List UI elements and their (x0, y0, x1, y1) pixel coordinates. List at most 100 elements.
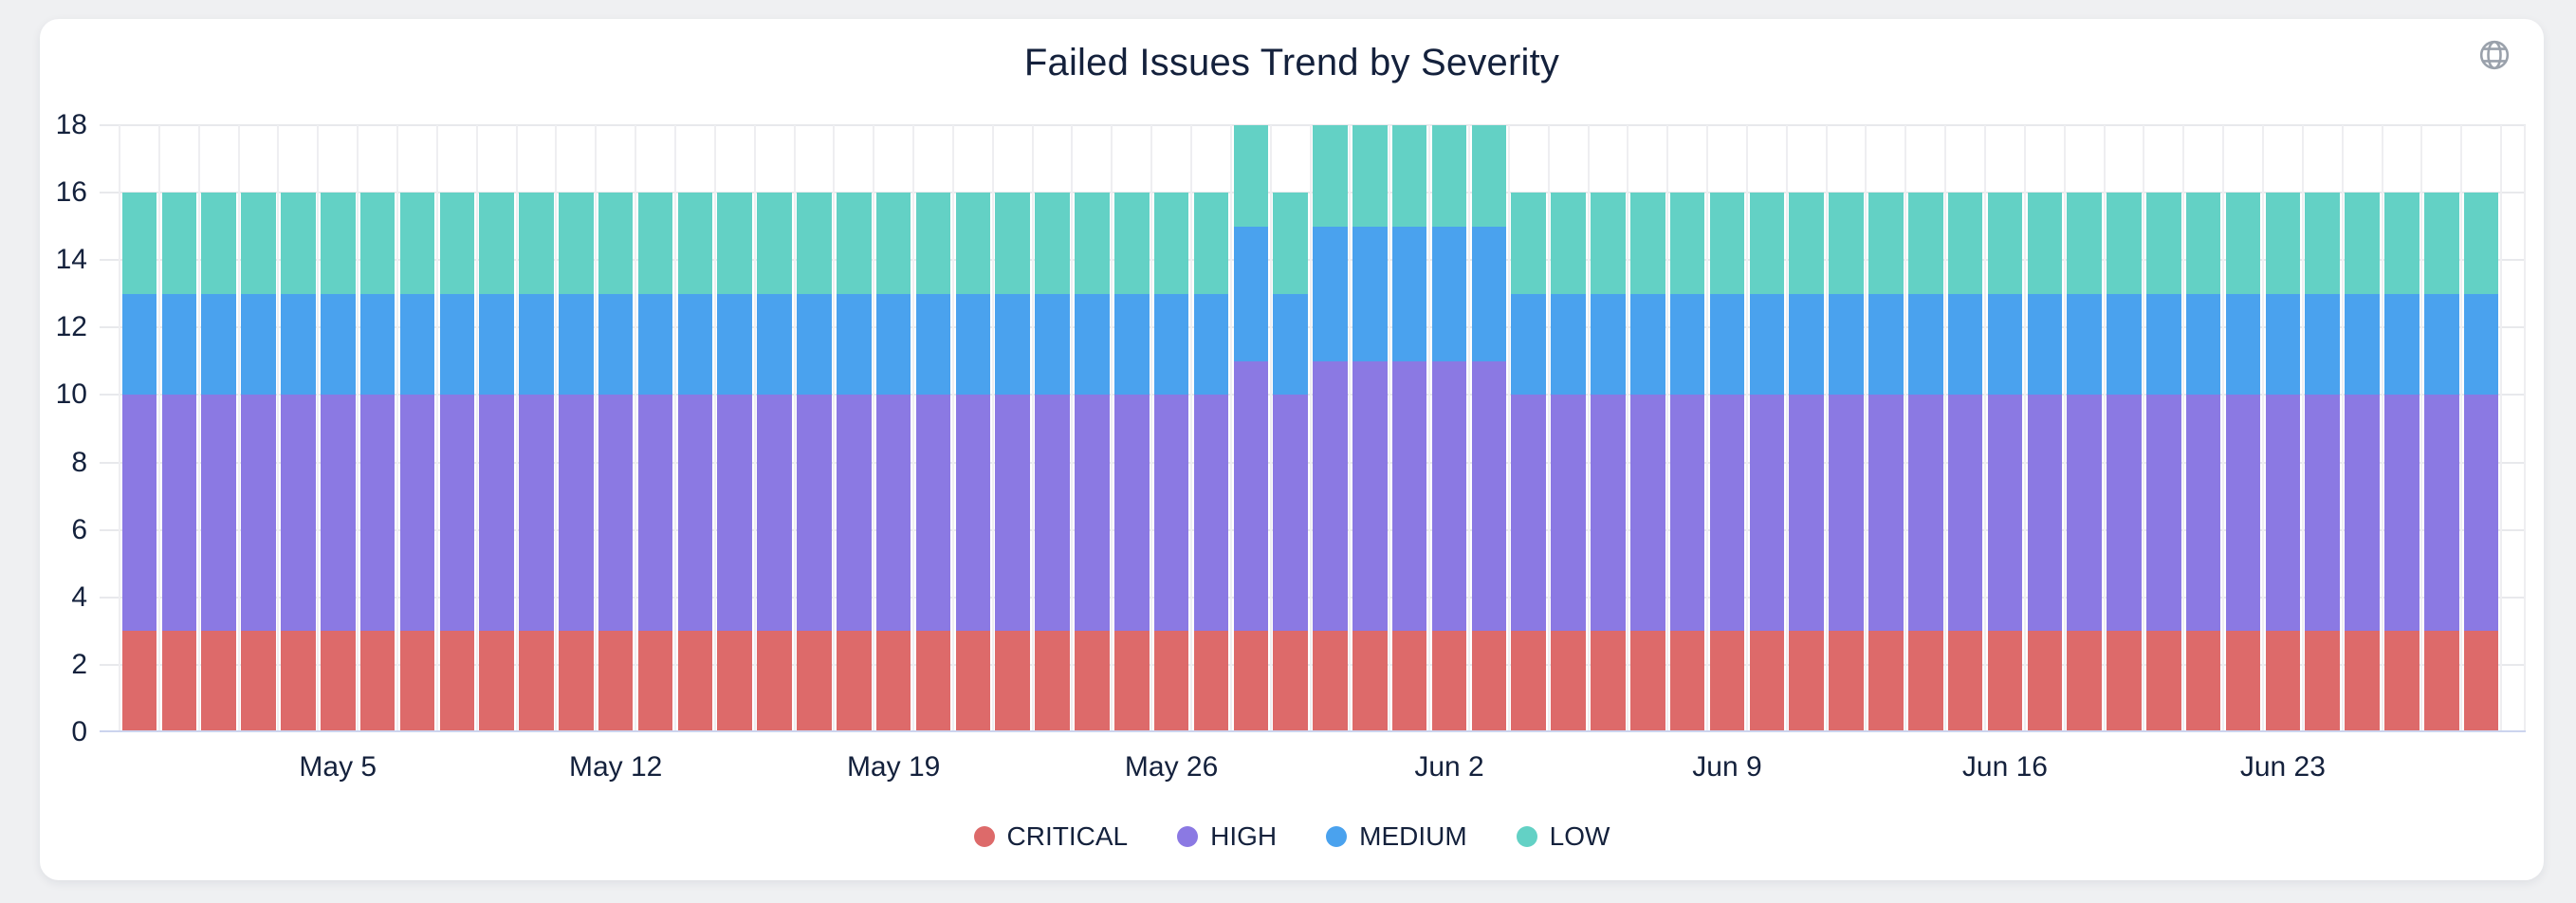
bar-segment-medium (1630, 293, 1665, 396)
bar[interactable] (2146, 193, 2181, 732)
y-axis-label: 14 (55, 244, 87, 276)
bar[interactable] (2265, 193, 2301, 732)
bar[interactable] (1431, 125, 1467, 732)
bar[interactable] (1511, 193, 1547, 732)
legend-item-critical[interactable]: CRITICAL (973, 821, 1128, 852)
bar[interactable] (837, 193, 872, 732)
bar-segment-critical (1829, 631, 1864, 732)
bar-segment-low (241, 193, 276, 294)
bar-segment-critical (1551, 631, 1586, 732)
bar[interactable] (2027, 193, 2063, 732)
bar[interactable] (1233, 125, 1269, 732)
vertical-gridline (1269, 125, 1272, 732)
bar[interactable] (1193, 193, 1229, 732)
x-axis-label: May 12 (568, 751, 663, 783)
bar-segment-critical (201, 631, 236, 732)
bar-segment-medium (201, 293, 236, 396)
bar[interactable] (1947, 193, 1983, 732)
bar[interactable] (359, 193, 396, 732)
bar[interactable] (717, 193, 753, 732)
bar[interactable] (2463, 193, 2499, 732)
bar[interactable] (2424, 193, 2459, 732)
bar[interactable] (1313, 125, 1348, 732)
bar[interactable] (320, 193, 356, 732)
bar[interactable] (1709, 193, 1745, 732)
bar-segment-high (2305, 395, 2341, 632)
bar[interactable] (479, 193, 514, 732)
bar-segment-critical (1987, 631, 2023, 732)
bar-segment-low (399, 193, 435, 294)
bar-segment-low (1947, 193, 1983, 294)
bar[interactable] (955, 193, 991, 732)
bar[interactable] (598, 193, 634, 732)
bar[interactable] (637, 193, 673, 732)
bar[interactable] (1907, 193, 1943, 732)
legend-item-low[interactable]: LOW (1516, 821, 1610, 852)
legend-dot-high (1177, 826, 1199, 847)
bar[interactable] (995, 193, 1030, 732)
bar[interactable] (2345, 193, 2380, 732)
bar[interactable] (1113, 193, 1150, 732)
bar-segment-critical (2345, 631, 2380, 732)
y-axis-label: 8 (71, 446, 87, 478)
bar[interactable] (559, 193, 594, 732)
bar[interactable] (1789, 193, 1824, 732)
bar-segment-low (1391, 125, 1427, 227)
bar-segment-critical (2225, 631, 2261, 732)
bar[interactable] (2107, 193, 2142, 732)
bar-segment-medium (2067, 293, 2102, 396)
legend-item-high[interactable]: HIGH (1177, 821, 1277, 852)
horizontal-gridline (100, 394, 2526, 396)
bar[interactable] (1471, 125, 1507, 732)
bar[interactable] (399, 193, 435, 732)
bar-segment-high (2384, 395, 2420, 632)
bar[interactable] (1829, 193, 1864, 732)
legend-item-medium[interactable]: MEDIUM (1326, 821, 1467, 852)
bar[interactable] (1153, 193, 1189, 732)
bar[interactable] (1868, 193, 1904, 732)
bar[interactable] (2305, 193, 2341, 732)
bar-segment-medium (2305, 293, 2341, 396)
bar[interactable] (915, 193, 951, 732)
bar[interactable] (161, 193, 197, 732)
bar[interactable] (1352, 125, 1388, 732)
bar[interactable] (241, 193, 276, 732)
bar[interactable] (875, 193, 911, 732)
horizontal-gridline (100, 259, 2526, 262)
bar[interactable] (121, 193, 157, 732)
bar-segment-high (1630, 395, 1665, 632)
bar[interactable] (757, 193, 792, 732)
globe-button[interactable] (2474, 36, 2515, 78)
bar[interactable] (281, 193, 316, 732)
bar[interactable] (1273, 193, 1308, 732)
bar-segment-critical (1113, 631, 1150, 732)
bar[interactable] (519, 193, 554, 732)
bar[interactable] (2225, 193, 2261, 732)
bar-segment-high (399, 395, 435, 632)
bar[interactable] (677, 193, 713, 732)
bar[interactable] (1551, 193, 1586, 732)
bar-segment-critical (2265, 631, 2301, 732)
bar-segment-medium (320, 293, 356, 396)
bar[interactable] (797, 193, 832, 732)
bar-segment-high (479, 395, 514, 632)
horizontal-gridline (100, 596, 2526, 599)
bar-segment-low (1471, 125, 1507, 227)
bar[interactable] (2384, 193, 2420, 732)
bar[interactable] (2067, 193, 2102, 732)
bar[interactable] (439, 193, 475, 732)
bar-segment-medium (1273, 293, 1308, 396)
bar[interactable] (1591, 193, 1626, 732)
bar[interactable] (201, 193, 236, 732)
bar[interactable] (1035, 193, 1070, 732)
bar[interactable] (1630, 193, 1665, 732)
bar[interactable] (1669, 193, 1705, 732)
vertical-gridline (357, 125, 359, 732)
bar[interactable] (1075, 193, 1110, 732)
bar[interactable] (1749, 193, 1785, 732)
bar[interactable] (1391, 125, 1427, 732)
bar[interactable] (1987, 193, 2023, 732)
bar-segment-medium (1829, 293, 1864, 396)
bar[interactable] (2185, 193, 2221, 732)
bar-segment-low (2265, 193, 2301, 294)
